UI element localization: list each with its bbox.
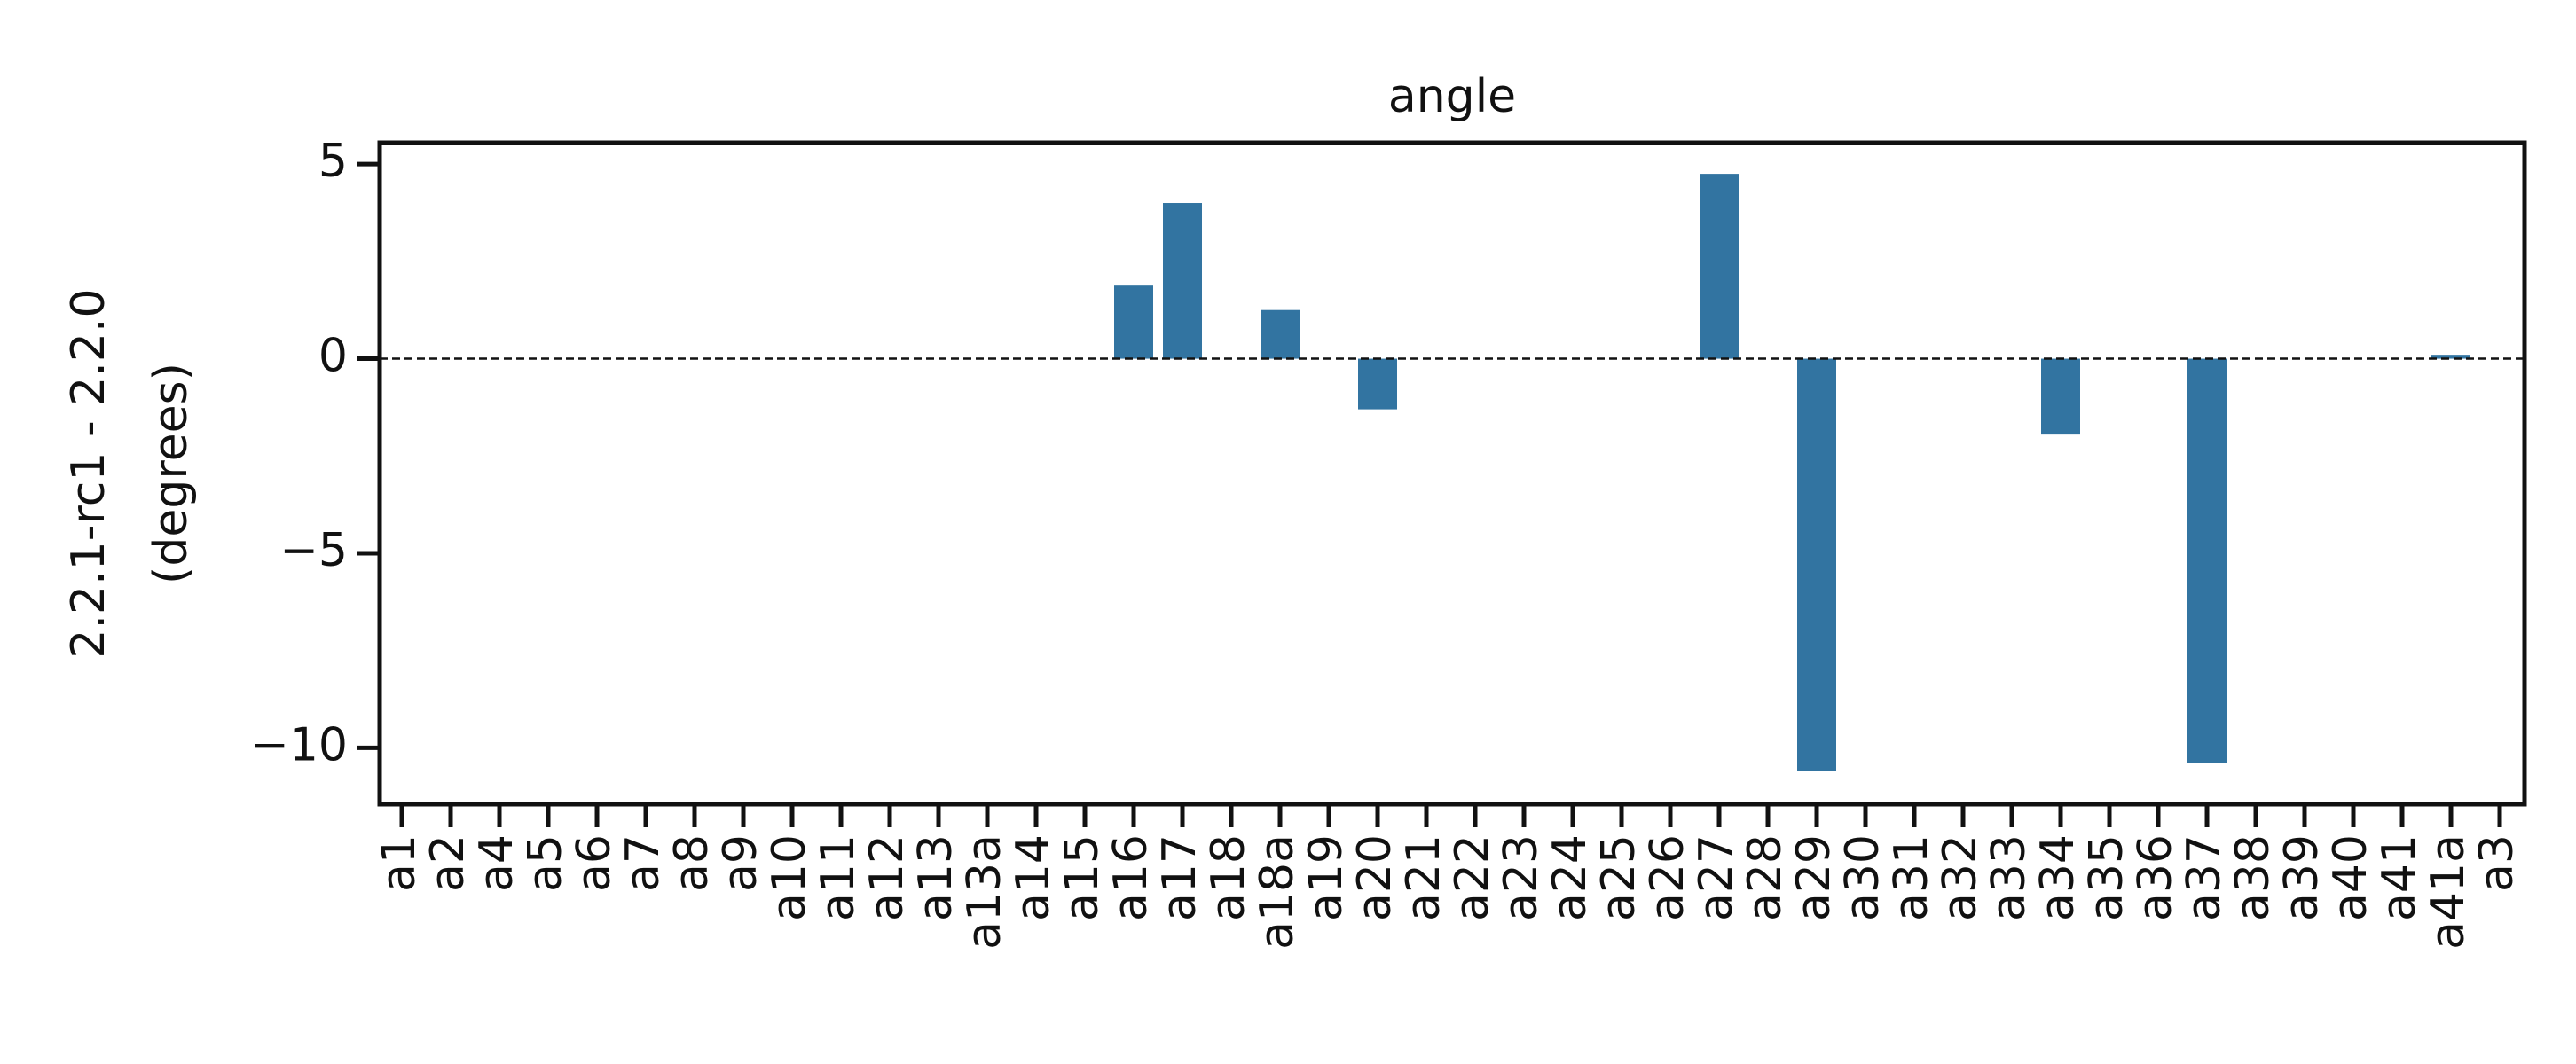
x-tick-label: a14 bbox=[1007, 834, 1060, 921]
chart-title: angle bbox=[1388, 70, 1516, 123]
x-tick-label: a16 bbox=[1104, 834, 1158, 921]
x-tick-label: a6 bbox=[568, 834, 621, 892]
x-tick-label: a26 bbox=[1641, 834, 1694, 921]
x-tick-label: a2 bbox=[421, 834, 475, 892]
bar bbox=[2041, 358, 2080, 435]
x-tick-label: a36 bbox=[2129, 834, 2182, 921]
x-tick-label: a3 bbox=[2470, 834, 2524, 892]
x-tick-label: a29 bbox=[1787, 834, 1841, 921]
x-tick-label: a19 bbox=[1300, 834, 1353, 921]
x-tick-label: a13a bbox=[958, 834, 1011, 950]
x-tick-label: a41a bbox=[2422, 834, 2475, 950]
x-tick-label: a8 bbox=[665, 834, 719, 892]
x-tick-label: a30 bbox=[1836, 834, 1889, 921]
x-tick-label: a31 bbox=[1885, 834, 1938, 921]
x-tick-label: a24 bbox=[1543, 834, 1597, 921]
y-tick-label: 0 bbox=[318, 330, 348, 383]
x-tick-label: a39 bbox=[2275, 834, 2329, 921]
x-tick-label: a17 bbox=[1153, 834, 1206, 921]
bar bbox=[2431, 355, 2470, 359]
bar bbox=[1261, 309, 1300, 359]
y-tick-label: 5 bbox=[318, 135, 348, 188]
x-tick-label: a21 bbox=[1397, 834, 1450, 921]
bar bbox=[1797, 358, 1836, 771]
bar bbox=[1163, 203, 1202, 359]
x-tick-label: a12 bbox=[860, 834, 914, 921]
x-tick-label: a32 bbox=[1934, 834, 1987, 921]
x-tick-label: a1 bbox=[373, 834, 426, 892]
y-axis-label: (degrees) bbox=[145, 363, 198, 584]
x-tick-label: a18 bbox=[1202, 834, 1255, 921]
x-tick-label: a41 bbox=[2373, 834, 2426, 921]
x-tick-label: a38 bbox=[2227, 834, 2280, 921]
x-tick-label: a9 bbox=[714, 834, 767, 892]
bar bbox=[1358, 358, 1397, 410]
x-tick-label: a40 bbox=[2324, 834, 2377, 921]
y-tick-label: −5 bbox=[279, 524, 348, 577]
x-tick-label: a4 bbox=[470, 834, 523, 892]
x-tick-label: a33 bbox=[1983, 834, 2036, 921]
x-tick-label: a15 bbox=[1056, 834, 1109, 921]
x-tick-label: a28 bbox=[1739, 834, 1792, 921]
x-tick-label: a18a bbox=[1251, 834, 1304, 950]
plot-frame bbox=[377, 140, 2527, 807]
y-tick-label: −10 bbox=[250, 718, 348, 771]
x-tick-label: a35 bbox=[2080, 834, 2133, 921]
x-tick-label: a25 bbox=[1592, 834, 1645, 921]
bar bbox=[1114, 285, 1153, 359]
bar bbox=[1700, 174, 1739, 359]
bar bbox=[2187, 358, 2227, 763]
x-tick-label: a10 bbox=[763, 834, 816, 921]
x-tick-label: a20 bbox=[1348, 834, 1402, 921]
x-tick-label: a11 bbox=[812, 834, 865, 921]
x-tick-label: a22 bbox=[1446, 834, 1499, 921]
y-axis-label: 2.2.1-rc1 - 2.2.0 bbox=[62, 288, 115, 658]
x-tick-label: a23 bbox=[1495, 834, 1548, 921]
x-tick-label: a37 bbox=[2178, 834, 2231, 921]
x-tick-label: a13 bbox=[909, 834, 962, 921]
x-tick-label: a7 bbox=[617, 834, 670, 892]
x-tick-label: a27 bbox=[1690, 834, 1743, 921]
x-tick-label: a5 bbox=[519, 834, 572, 892]
x-tick-label: a34 bbox=[2031, 834, 2085, 921]
